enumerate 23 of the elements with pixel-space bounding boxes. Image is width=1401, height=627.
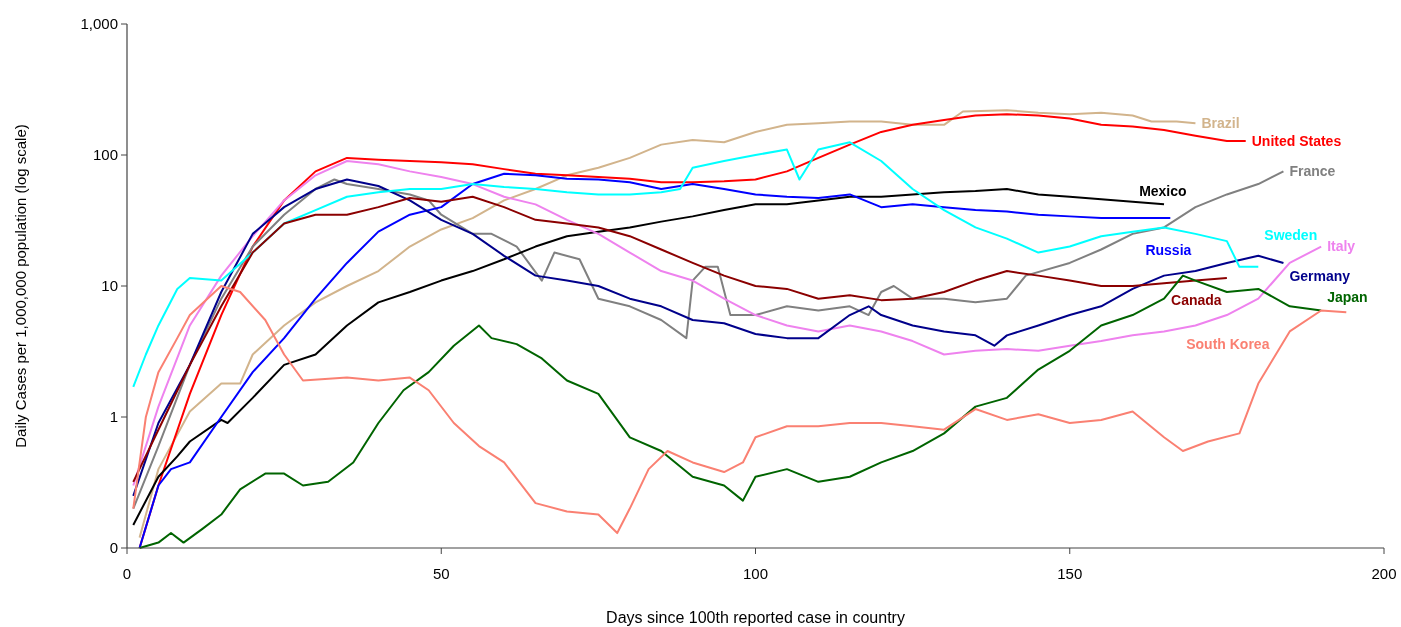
series-label: Japan (1327, 289, 1368, 306)
series-label: Germany (1289, 267, 1351, 284)
x-axis-title: Days since 100th reported case in country (606, 609, 905, 626)
x-tick-label: 50 (432, 565, 450, 582)
series-label: Sweden (1264, 226, 1318, 243)
series-label: Mexico (1139, 183, 1187, 200)
series-label: Italy (1327, 238, 1356, 255)
series-label: South Korea (1186, 336, 1270, 353)
y-tick-label: 10 (101, 277, 118, 295)
series-label: Brazil (1201, 115, 1240, 132)
series-label: Russia (1145, 241, 1192, 258)
series-label: France (1289, 163, 1336, 180)
x-tick-label: 0 (122, 565, 132, 582)
y-tick-label: 0 (109, 539, 118, 557)
y-tick-label: 100 (92, 146, 118, 164)
x-tick-label: 200 (1371, 565, 1397, 582)
y-tick-label: 1,000 (80, 15, 118, 33)
series-label: Canada (1171, 291, 1222, 308)
y-tick-label: 1 (109, 408, 118, 426)
x-tick-label: 100 (742, 565, 769, 582)
y-axis-title: Daily Cases per 1,000,000 population (log scale) (12, 124, 29, 448)
x-tick-label: 150 (1057, 565, 1083, 582)
series-label: United States (1251, 132, 1342, 149)
